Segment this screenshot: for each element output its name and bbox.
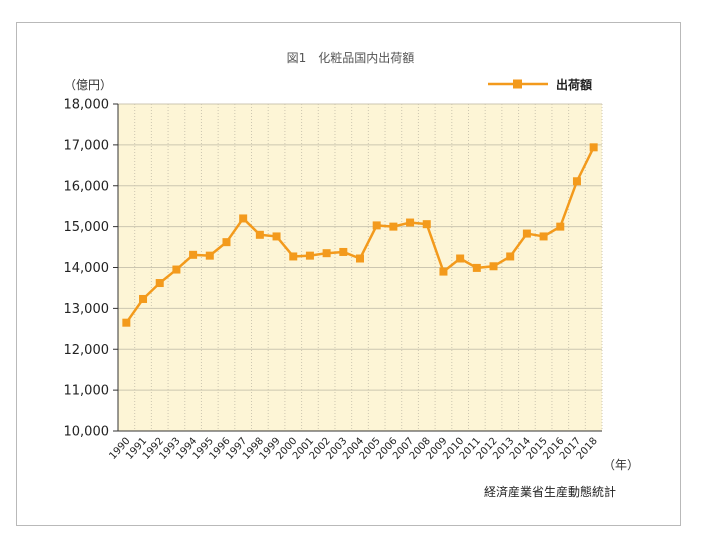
data-point-marker [239,214,248,223]
data-point-marker [522,229,531,238]
data-point-marker [372,221,381,230]
y-tick-label: 10,000 [64,425,110,440]
data-point-marker [389,222,398,231]
legend: 出荷額 [488,74,592,94]
legend-line-marker-icon [488,79,548,89]
chart-title: 図1 化粧品国内出荷額 [286,51,415,65]
y-tick-label: 11,000 [64,384,110,399]
x-axis-unit: （年） [603,458,640,472]
data-point-marker [589,143,598,152]
data-point-marker [222,238,231,247]
data-point-marker [255,230,264,239]
data-point-marker [439,267,448,276]
data-point-marker [122,318,131,327]
data-point-marker [172,265,181,274]
data-point-marker [272,232,281,241]
data-point-marker [406,218,415,227]
data-point-marker [539,232,548,241]
data-point-marker [472,263,481,272]
data-point-marker [506,252,515,261]
y-tick-label: 18,000 [64,98,110,113]
data-point-marker [356,254,364,263]
y-tick-label: 15,000 [64,220,110,235]
y-axis-unit: （億円） [64,78,113,92]
y-tick-label: 17,000 [64,138,110,153]
data-point-marker [422,220,431,229]
data-point-marker [155,279,164,288]
data-point-marker [289,252,298,261]
legend-series-label: 出荷額 [556,77,593,92]
data-point-marker [339,247,348,256]
data-point-marker [456,254,465,263]
data-point-marker [556,222,565,231]
y-tick-label: 12,000 [64,343,110,358]
source-note: 経済産業省生産動態統計 [484,485,617,499]
data-point-marker [305,251,314,260]
y-tick-label: 16,000 [64,179,110,194]
data-point-marker [139,294,148,303]
y-tick-label: 14,000 [64,261,110,276]
data-point-marker [572,177,581,186]
data-point-marker [189,250,198,259]
data-point-marker [322,249,331,258]
y-tick-label: 13,000 [64,302,110,317]
data-point-marker [205,251,214,260]
data-point-marker [489,262,498,271]
